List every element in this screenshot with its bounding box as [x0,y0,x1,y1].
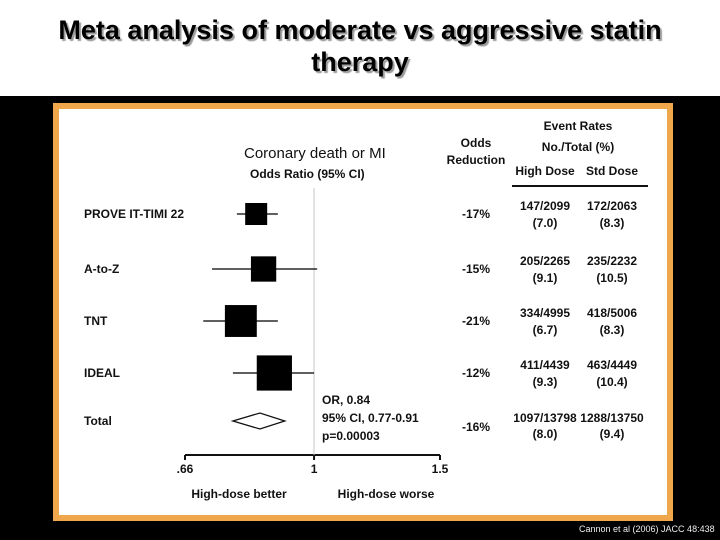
total-or-text: OR, 0.84 [322,393,370,407]
slide-title-line-1: Meta analysis of moderate vs aggressive … [58,15,662,45]
total-name: Total [84,414,112,428]
x-tick-label: .66 [177,462,194,476]
trial-name: PROVE IT-TIMI 22 [84,207,184,221]
std-dose-percent: (10.5) [596,271,627,285]
x-label-right: High-dose worse [338,487,435,501]
high-dose-events: 147/2099 [520,199,570,213]
trial-name: IDEAL [84,366,120,380]
figure-panel [59,109,667,515]
total-high-dose-events: 1097/13798 [513,411,577,425]
odds-ratio-marker [245,203,268,225]
event-rates-subheader: No./Total (%) [542,140,614,154]
odds-ratio-marker [256,355,292,391]
odds-reduction-value: -21% [462,314,490,328]
high-dose-header: High Dose [515,164,575,178]
std-dose-events: 172/2063 [587,199,637,213]
std-dose-percent: (8.3) [600,323,625,337]
chart-title: Coronary death or MI [244,145,386,162]
std-dose-events: 463/4449 [587,358,637,372]
trial-name: TNT [84,314,108,328]
std-dose-percent: (10.4) [596,375,627,389]
x-tick-label: 1.5 [432,462,449,476]
slide-title: Meta analysis of moderate vs aggressive … [0,14,720,78]
total-std-dose-events: 1288/13750 [580,411,644,425]
odds-reduction-value: -15% [462,262,490,276]
total-odds-reduction: -16% [462,420,490,434]
pooled-estimate-diamond [230,412,287,430]
high-dose-events: 411/4439 [520,358,570,372]
total-p-text: p=0.00003 [322,429,380,443]
x-label-left: High-dose better [191,487,287,501]
axis-title: Odds Ratio (95% CI) [250,167,365,181]
event-rates-header: Event Rates [544,119,613,133]
high-dose-events: 205/2265 [520,254,570,268]
odds-reduction-header-2: Reduction [447,153,506,167]
trial-name: A-to-Z [84,262,119,276]
x-tick-label: 1 [311,462,318,476]
high-dose-percent: (9.1) [533,271,558,285]
odds-reduction-header-1: Odds [461,136,492,150]
std-dose-events: 235/2232 [587,254,637,268]
slide-title-line-2: therapy [311,47,409,77]
title-bar: Meta analysis of moderate vs aggressive … [0,0,720,96]
citation: Cannon et al (2006) JACC 48:438 [579,524,715,534]
odds-reduction-value: -12% [462,366,490,380]
odds-ratio-marker [250,256,277,282]
total-std-dose-percent: (9.4) [600,427,625,441]
std-dose-header: Std Dose [586,164,638,178]
total-ci-text: 95% CI, 0.77-0.91 [322,411,419,425]
odds-ratio-marker [224,305,257,337]
high-dose-percent: (9.3) [533,375,558,389]
std-dose-percent: (8.3) [600,216,625,230]
high-dose-events: 334/4995 [520,306,570,320]
high-dose-percent: (6.7) [533,323,558,337]
odds-reduction-value: -17% [462,207,490,221]
total-high-dose-percent: (8.0) [533,427,558,441]
std-dose-events: 418/5006 [587,306,637,320]
high-dose-percent: (7.0) [533,216,558,230]
